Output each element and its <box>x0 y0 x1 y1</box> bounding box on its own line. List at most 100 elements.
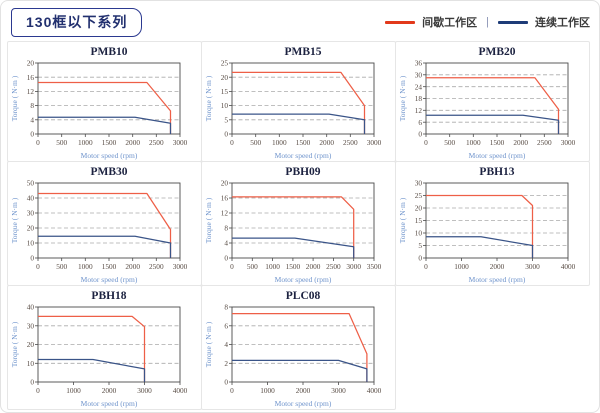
svg-text:8: 8 <box>224 224 228 233</box>
svg-text:1500: 1500 <box>286 262 301 271</box>
svg-text:40: 40 <box>27 303 35 312</box>
svg-text:2000: 2000 <box>490 262 505 271</box>
svg-text:20: 20 <box>221 73 229 82</box>
chart-row-2: PMB30 0 10 20 30 40 50 0 500 1000 1500 2000 2500 3000… <box>7 161 594 286</box>
svg-text:2000: 2000 <box>125 138 140 147</box>
svg-text:20: 20 <box>221 179 229 188</box>
svg-text:2500: 2500 <box>149 262 164 271</box>
svg-text:PMB10: PMB10 <box>90 46 127 58</box>
chart-cell: PBH13 0 5 10 15 20 25 30 0 1000 2000 3000 4000 Motor … <box>395 161 590 286</box>
svg-text:4: 4 <box>224 340 228 349</box>
svg-text:500: 500 <box>56 138 67 147</box>
svg-text:0: 0 <box>418 130 422 139</box>
svg-text:30: 30 <box>27 321 35 330</box>
svg-text:2000: 2000 <box>319 138 334 147</box>
svg-text:1000: 1000 <box>265 262 280 271</box>
svg-text:12: 12 <box>221 209 229 218</box>
chart-cell: PMB15 0 5 10 15 20 25 0 500 1000 1500 2000 2500 3000 M… <box>201 41 396 162</box>
intermittent-line-swatch <box>385 20 416 24</box>
svg-text:12: 12 <box>415 106 423 115</box>
svg-text:10: 10 <box>221 101 229 110</box>
svg-text:3000: 3000 <box>561 138 576 147</box>
svg-text:Motor speed (rpm): Motor speed (rpm) <box>275 399 332 408</box>
svg-text:36: 36 <box>415 59 423 68</box>
svg-text:3500: 3500 <box>367 262 382 271</box>
svg-text:PMB20: PMB20 <box>478 46 515 58</box>
legend-separator: | <box>486 16 489 28</box>
svg-text:0: 0 <box>224 254 228 263</box>
svg-text:6: 6 <box>418 118 422 127</box>
svg-text:0: 0 <box>224 378 228 387</box>
svg-text:500: 500 <box>56 262 67 271</box>
svg-text:2500: 2500 <box>149 138 164 147</box>
chart-cell: PBH18 0 10 20 30 40 0 1000 2000 3000 4000 Motor spe… <box>7 285 202 410</box>
svg-text:4000: 4000 <box>561 262 576 271</box>
svg-text:0: 0 <box>230 138 234 147</box>
page-header: 130框以下系列 间歇工作区 | 连续工作区 <box>0 0 600 40</box>
svg-text:4000: 4000 <box>173 386 188 395</box>
svg-text:2500: 2500 <box>537 138 552 147</box>
svg-text:24: 24 <box>415 82 423 91</box>
svg-text:0: 0 <box>230 386 234 395</box>
svg-text:10: 10 <box>415 229 423 238</box>
svg-text:50: 50 <box>27 179 35 188</box>
svg-text:20: 20 <box>415 204 423 213</box>
svg-text:500: 500 <box>444 138 455 147</box>
svg-text:Torque ( N·m ): Torque ( N·m ) <box>10 197 19 243</box>
svg-text:1000: 1000 <box>466 138 481 147</box>
svg-text:Motor speed (rpm): Motor speed (rpm) <box>81 151 138 160</box>
svg-text:1000: 1000 <box>66 386 81 395</box>
chart-grid: PMB10 0 4 8 12 16 20 0 500 1000 1500 2000 2500 3000 Mo… <box>7 41 594 410</box>
empty-cell <box>395 285 590 410</box>
svg-text:0: 0 <box>30 254 34 263</box>
svg-text:0: 0 <box>36 386 40 395</box>
svg-text:PBH09: PBH09 <box>285 166 320 178</box>
svg-text:16: 16 <box>27 73 35 82</box>
svg-text:15: 15 <box>415 216 423 225</box>
svg-text:500: 500 <box>250 138 261 147</box>
svg-text:2000: 2000 <box>296 386 311 395</box>
svg-text:3000: 3000 <box>525 262 540 271</box>
svg-text:Torque ( N·m ): Torque ( N·m ) <box>204 75 213 121</box>
svg-text:PMB15: PMB15 <box>284 46 321 58</box>
series-title-badge: 130框以下系列 <box>11 7 143 37</box>
svg-text:12: 12 <box>27 87 35 96</box>
svg-text:10: 10 <box>27 359 35 368</box>
svg-text:Motor speed (rpm): Motor speed (rpm) <box>81 275 138 284</box>
svg-text:2500: 2500 <box>326 262 341 271</box>
svg-text:0: 0 <box>424 138 428 147</box>
chart-cell: PMB10 0 4 8 12 16 20 0 500 1000 1500 2000 2500 3000 Mo… <box>7 41 202 162</box>
svg-text:15: 15 <box>221 87 229 96</box>
svg-text:0: 0 <box>30 130 34 139</box>
svg-text:5: 5 <box>418 241 422 250</box>
svg-text:0: 0 <box>36 138 40 147</box>
svg-text:0: 0 <box>424 262 428 271</box>
svg-text:0: 0 <box>30 378 34 387</box>
svg-text:1500: 1500 <box>102 262 117 271</box>
svg-text:30: 30 <box>27 209 35 218</box>
svg-text:8: 8 <box>224 303 228 312</box>
svg-text:1000: 1000 <box>454 262 469 271</box>
legend-label-continuous: 连续工作区 <box>535 17 590 29</box>
svg-text:Motor speed (rpm): Motor speed (rpm) <box>275 275 332 284</box>
svg-text:0: 0 <box>36 262 40 271</box>
svg-text:3000: 3000 <box>346 262 361 271</box>
svg-text:18: 18 <box>415 94 423 103</box>
svg-text:PLC08: PLC08 <box>286 290 321 302</box>
svg-text:PMB30: PMB30 <box>90 166 127 178</box>
legend-item-intermittent: 间歇工作区 <box>385 14 477 30</box>
svg-text:2000: 2000 <box>306 262 321 271</box>
chart-pbh18: PBH18 0 10 20 30 40 0 1000 2000 3000 4000 Motor spe… <box>10 290 188 408</box>
svg-text:30: 30 <box>415 70 423 79</box>
svg-text:500: 500 <box>247 262 258 271</box>
continuous-line-swatch <box>498 20 528 24</box>
svg-text:25: 25 <box>415 191 423 200</box>
svg-text:Torque ( N·m ): Torque ( N·m ) <box>398 75 407 121</box>
svg-text:8: 8 <box>30 101 34 110</box>
svg-text:Torque ( N·m ): Torque ( N·m ) <box>10 321 19 367</box>
svg-text:1500: 1500 <box>102 138 117 147</box>
chart-cell: PBH09 0 4 8 12 16 20 0 500 1000 1500 2000 2500 3000 35… <box>201 161 396 286</box>
chart-cell: PLC08 0 2 4 6 8 0 1000 2000 3000 4000 Motor speed (… <box>201 285 396 410</box>
svg-text:4: 4 <box>30 115 34 124</box>
